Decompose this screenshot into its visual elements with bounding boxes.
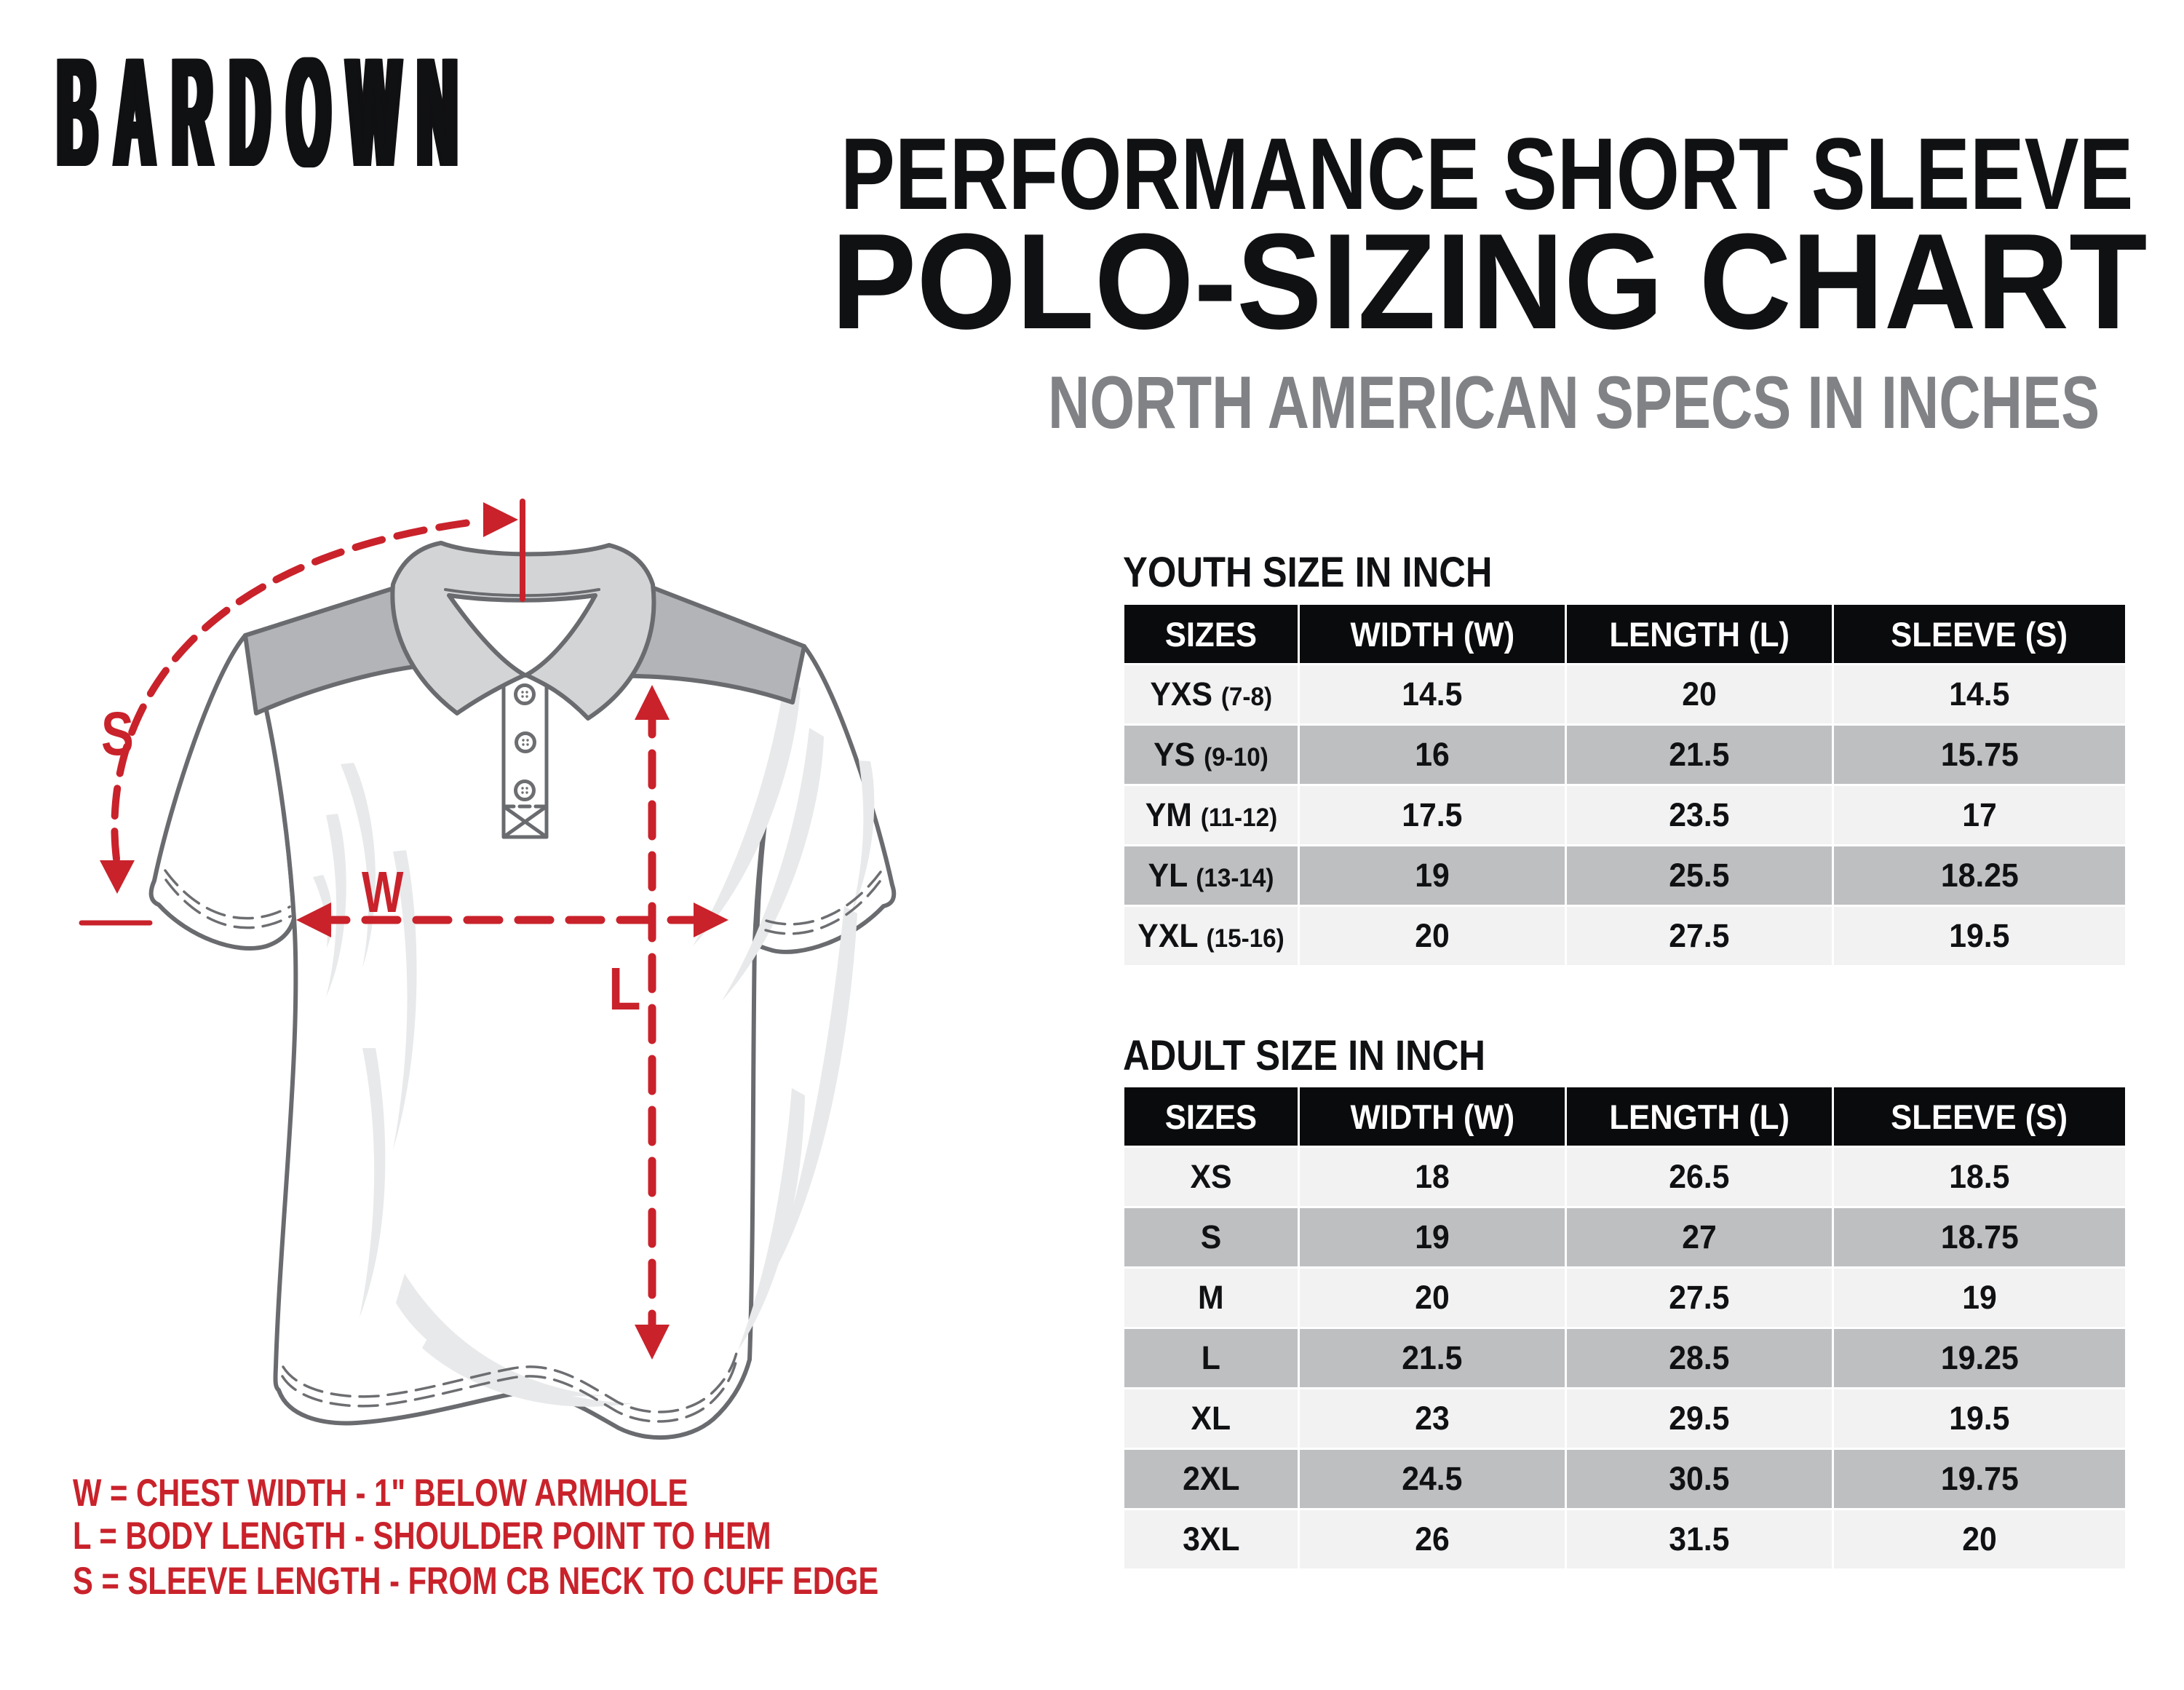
svg-text:S: S — [101, 700, 134, 769]
svg-text:W: W — [362, 860, 403, 925]
svg-text:L: L — [608, 955, 641, 1023]
